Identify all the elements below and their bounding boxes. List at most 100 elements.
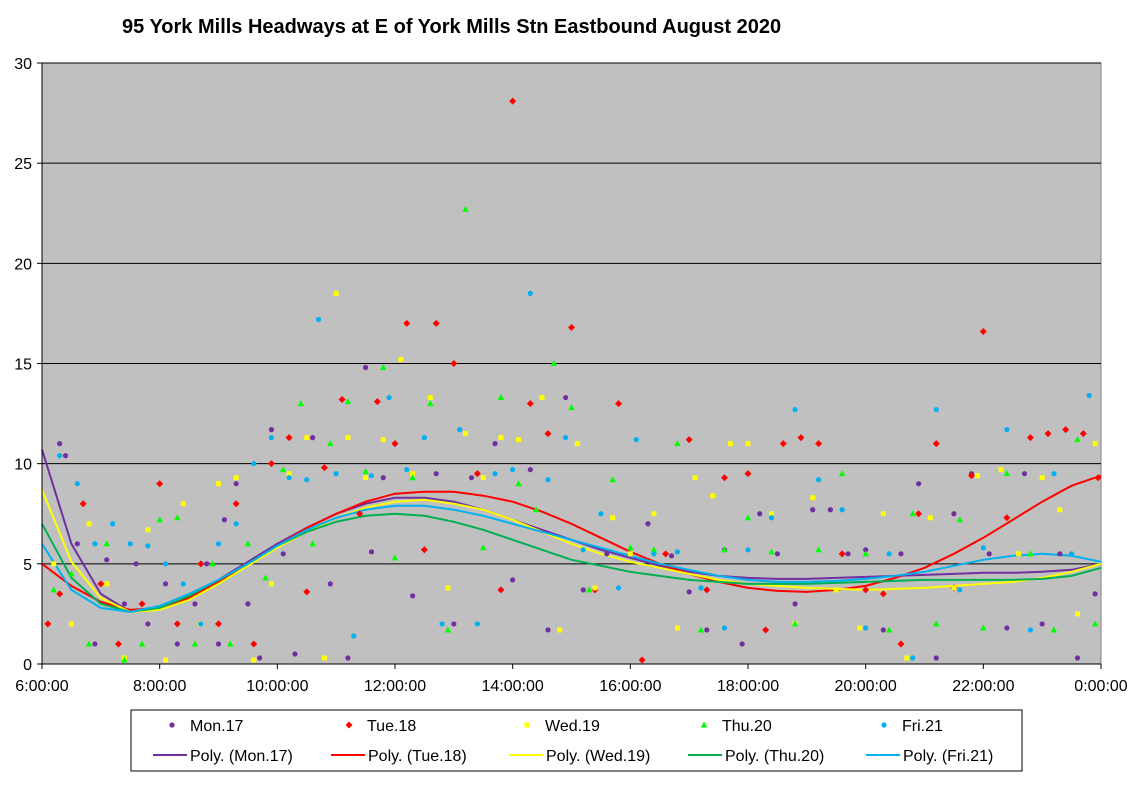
data-point bbox=[951, 511, 957, 517]
data-point bbox=[44, 620, 52, 628]
data-point bbox=[321, 655, 327, 661]
data-point bbox=[1027, 550, 1034, 557]
data-point bbox=[197, 560, 205, 568]
legend-marker bbox=[700, 721, 708, 728]
data-point bbox=[104, 581, 110, 587]
data-point bbox=[232, 500, 240, 508]
data-point bbox=[309, 540, 316, 547]
data-point bbox=[1039, 475, 1045, 481]
trendline bbox=[41, 504, 1102, 613]
y-tick-label: 15 bbox=[14, 357, 32, 374]
data-point bbox=[674, 549, 681, 555]
data-point bbox=[598, 511, 604, 517]
data-point bbox=[420, 546, 428, 554]
data-point bbox=[545, 627, 551, 633]
data-point bbox=[333, 471, 339, 477]
y-tick-label: 25 bbox=[14, 156, 32, 173]
data-point bbox=[880, 627, 886, 633]
data-point bbox=[445, 585, 451, 591]
data-point bbox=[444, 626, 452, 633]
data-point bbox=[233, 475, 239, 481]
x-tick-label: 22:00:00 bbox=[952, 678, 1014, 695]
data-point bbox=[1092, 441, 1098, 447]
data-point bbox=[439, 621, 445, 627]
data-point bbox=[592, 585, 598, 591]
data-point bbox=[615, 400, 623, 408]
data-point bbox=[209, 560, 216, 567]
data-point bbox=[957, 587, 963, 593]
data-point bbox=[510, 467, 516, 473]
data-point bbox=[163, 657, 169, 663]
data-point bbox=[356, 510, 364, 518]
data-point bbox=[410, 593, 416, 599]
data-point bbox=[221, 517, 227, 523]
data-points bbox=[44, 97, 1102, 664]
data-point bbox=[915, 510, 923, 518]
data-point bbox=[580, 587, 586, 593]
data-point bbox=[403, 319, 411, 327]
legend-label: Mon.17 bbox=[190, 718, 243, 735]
data-point bbox=[604, 551, 610, 557]
data-point bbox=[550, 360, 558, 366]
data-point bbox=[304, 477, 310, 483]
data-point bbox=[74, 481, 80, 487]
data-point bbox=[162, 581, 169, 587]
data-point bbox=[697, 626, 705, 633]
data-point bbox=[345, 435, 351, 441]
data-point bbox=[757, 511, 763, 517]
data-point bbox=[956, 516, 963, 523]
data-point bbox=[580, 547, 586, 553]
data-point bbox=[327, 581, 333, 587]
data-point bbox=[192, 601, 198, 607]
data-point bbox=[1003, 514, 1011, 522]
data-point bbox=[651, 551, 657, 557]
data-point bbox=[879, 590, 887, 598]
data-point bbox=[1074, 655, 1081, 661]
data-point bbox=[744, 470, 752, 478]
legend-label: Fri.21 bbox=[902, 718, 943, 735]
data-point bbox=[497, 394, 505, 401]
data-point bbox=[50, 586, 57, 593]
legend-box bbox=[130, 709, 1023, 772]
data-point bbox=[433, 471, 439, 477]
data-point bbox=[762, 626, 770, 634]
data-point bbox=[315, 316, 322, 323]
data-point bbox=[262, 574, 269, 581]
data-point bbox=[904, 655, 910, 661]
x-tick-label: 20:00:00 bbox=[835, 678, 897, 695]
data-point bbox=[227, 640, 234, 647]
data-point bbox=[645, 521, 651, 527]
data-point bbox=[145, 543, 151, 549]
x-tick-label: 10:00:00 bbox=[246, 678, 308, 695]
data-point bbox=[451, 621, 457, 627]
data-point bbox=[986, 551, 992, 557]
data-point bbox=[138, 600, 146, 608]
data-point bbox=[74, 541, 80, 547]
data-point bbox=[1057, 507, 1063, 513]
data-point bbox=[769, 511, 775, 517]
data-point bbox=[1004, 625, 1010, 631]
data-point bbox=[391, 440, 399, 448]
y-tick-label: 20 bbox=[14, 256, 32, 273]
x-tick-label: 8:00:00 bbox=[133, 678, 186, 695]
data-point bbox=[779, 440, 787, 448]
data-point bbox=[609, 476, 616, 483]
data-point bbox=[333, 290, 339, 296]
data-point bbox=[810, 495, 816, 501]
data-point bbox=[563, 435, 569, 441]
data-point bbox=[774, 551, 781, 557]
data-point bbox=[627, 551, 633, 557]
data-point bbox=[1057, 551, 1063, 557]
data-point bbox=[251, 461, 257, 467]
data-point bbox=[568, 323, 575, 331]
data-point bbox=[927, 515, 933, 521]
trendlines bbox=[41, 449, 1102, 613]
data-point bbox=[933, 620, 940, 627]
data-point bbox=[174, 514, 181, 521]
data-point bbox=[651, 511, 657, 517]
data-point bbox=[198, 621, 204, 627]
y-tick-label: 10 bbox=[14, 457, 32, 474]
data-point bbox=[792, 406, 798, 413]
data-point bbox=[462, 205, 469, 212]
data-point bbox=[427, 400, 434, 407]
